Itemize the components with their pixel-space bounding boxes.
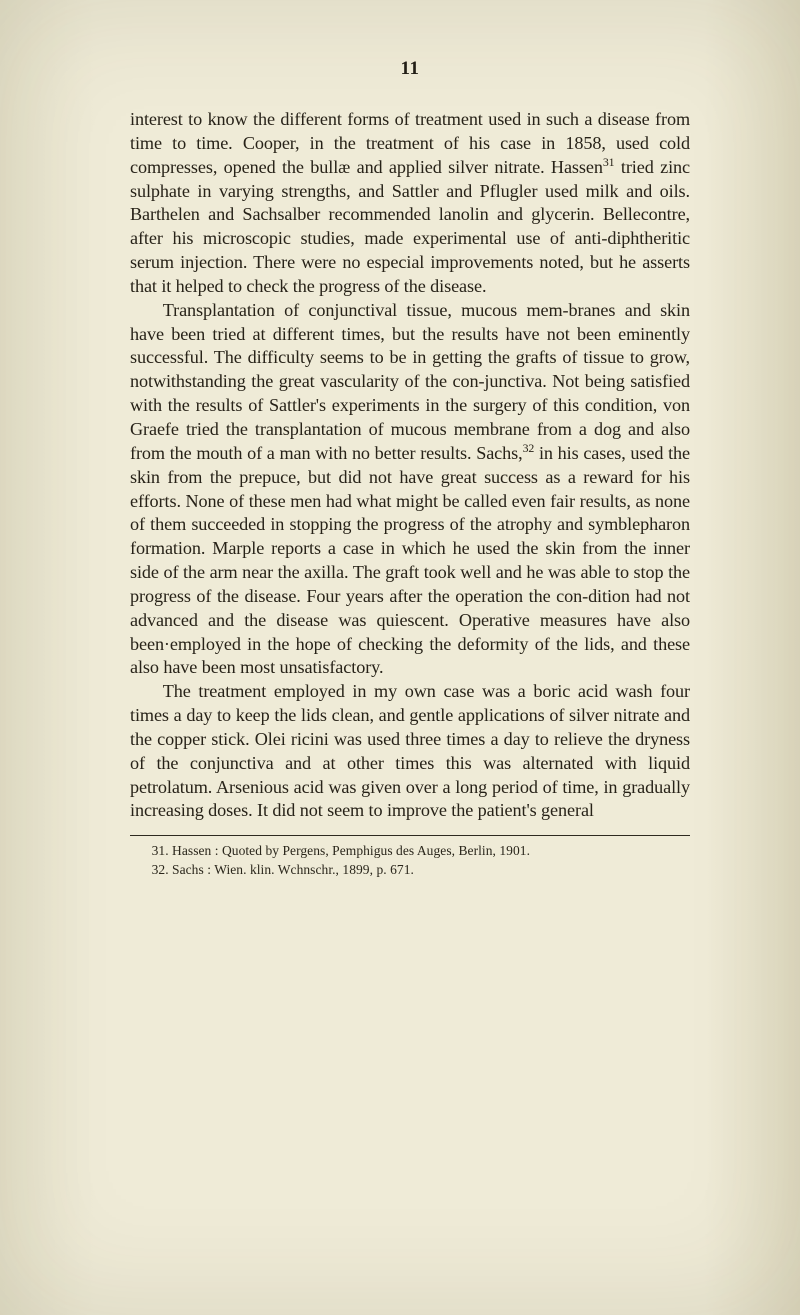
body-text-block: interest to know the different forms of … xyxy=(130,108,690,823)
paragraph-1: interest to know the different forms of … xyxy=(130,108,690,299)
footnote-separator xyxy=(130,835,690,836)
paragraph-2: Transplantation of conjunctival tissue, … xyxy=(130,299,690,681)
footnotes-block: 31. Hassen : Quoted by Pergens, Pemphigu… xyxy=(130,842,690,878)
footnote-31: 31. Hassen : Quoted by Pergens, Pemphigu… xyxy=(130,842,690,860)
footnote-32: 32. Sachs : Wien. klin. Wchnschr., 1899,… xyxy=(130,861,690,879)
scanned-page: 11 interest to know the different forms … xyxy=(0,0,800,1315)
page-number: 11 xyxy=(130,58,690,80)
paragraph-3: The treatment employed in my own case wa… xyxy=(130,680,690,823)
